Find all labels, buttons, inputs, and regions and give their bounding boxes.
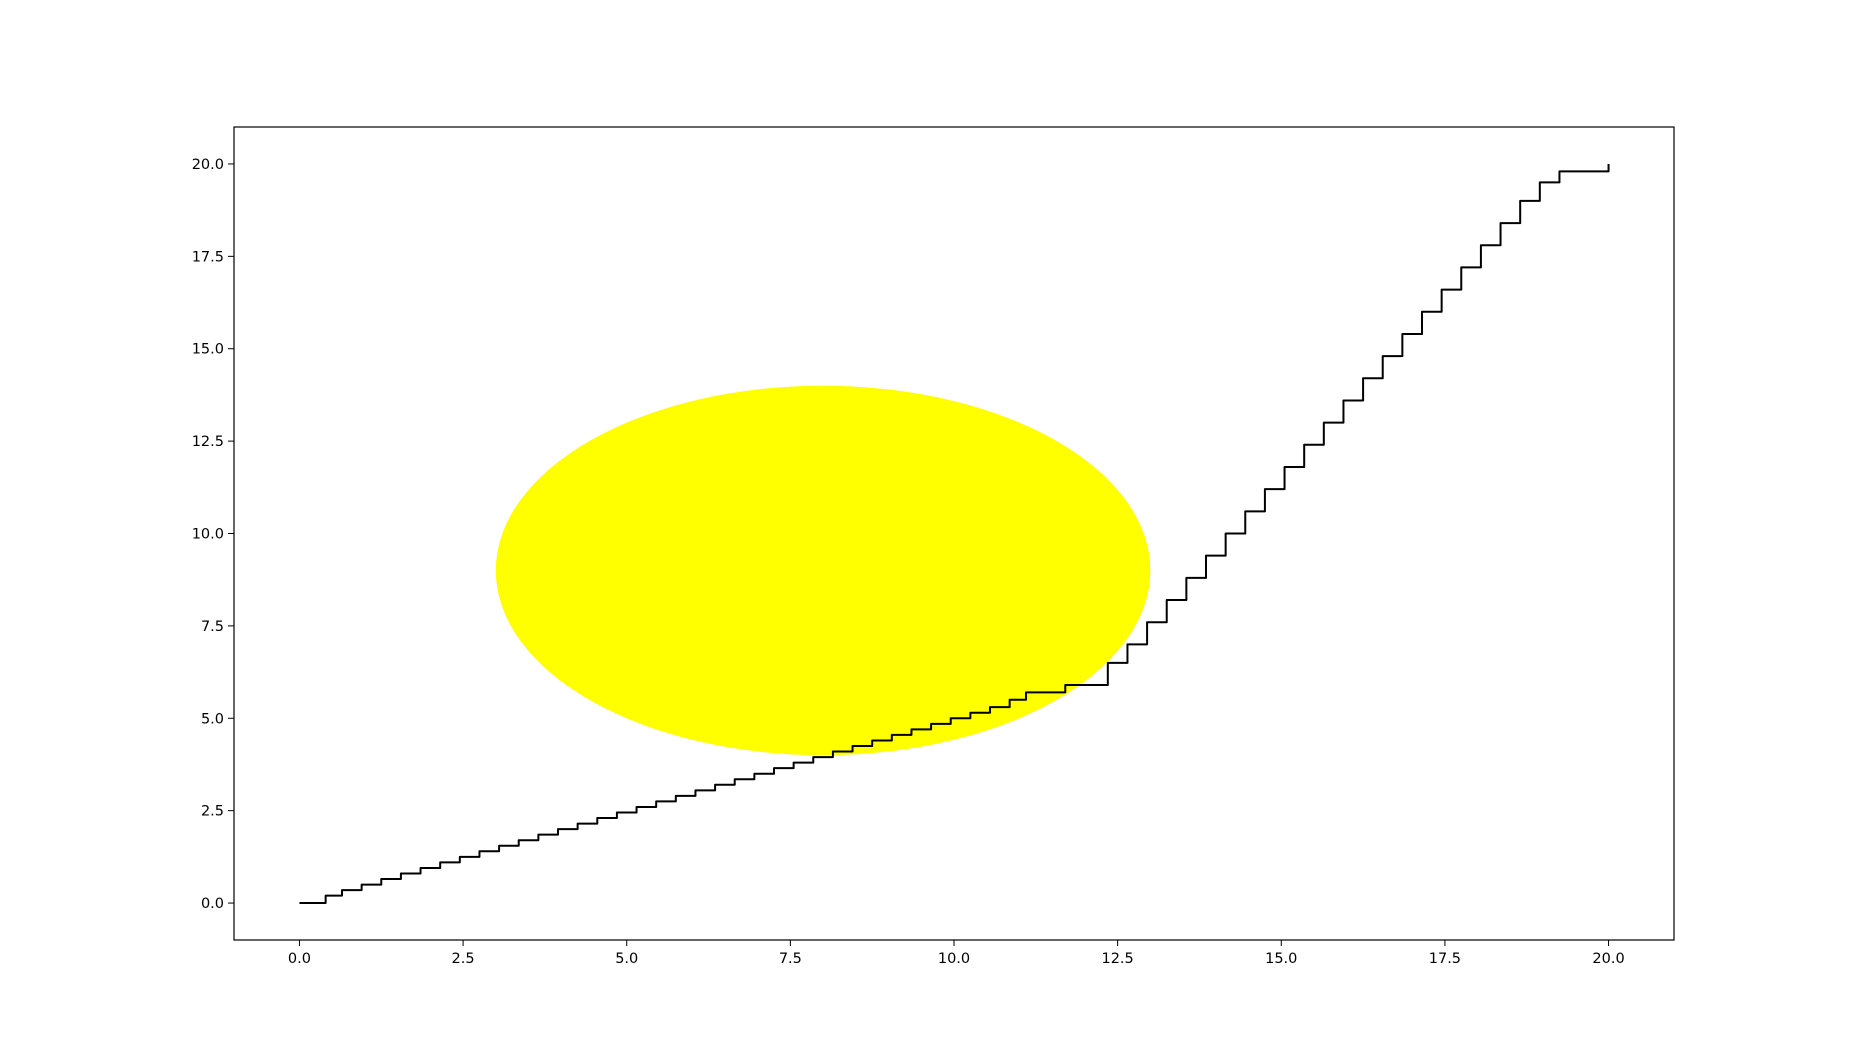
y-tick-label: 0.0 [201, 896, 224, 912]
y-tick-label: 12.5 [192, 434, 224, 450]
y-tick-label: 7.5 [201, 619, 224, 635]
y-tick-label: 5.0 [201, 711, 224, 727]
x-tick-label: 5.0 [615, 951, 638, 967]
y-tick-label: 20.0 [192, 157, 224, 173]
x-tick-label: 20.0 [1592, 951, 1624, 967]
y-tick-label: 17.5 [192, 249, 224, 265]
x-tick-label: 0.0 [288, 951, 311, 967]
x-tick-label: 10.0 [938, 951, 970, 967]
x-tick-label: 7.5 [779, 951, 802, 967]
y-tick-label: 15.0 [192, 342, 224, 358]
x-tick-label: 2.5 [452, 951, 475, 967]
plot-area [299, 163, 1610, 905]
y-tick-label: 2.5 [201, 804, 224, 820]
y-tick-label: 10.0 [192, 527, 224, 543]
x-axis: 0.0 2.5 5.0 7.5 10.0 12.5 15.0 17.5 20.0 [288, 940, 1625, 967]
series-line [299, 163, 1610, 905]
ellipse-patch [495, 385, 1151, 756]
y-axis: 0.0 2.5 5.0 7.5 10.0 12.5 15.0 17.5 20.0 [192, 157, 234, 912]
x-tick-label: 15.0 [1265, 951, 1297, 967]
x-tick-label: 17.5 [1429, 951, 1461, 967]
x-tick-label: 12.5 [1101, 951, 1133, 967]
